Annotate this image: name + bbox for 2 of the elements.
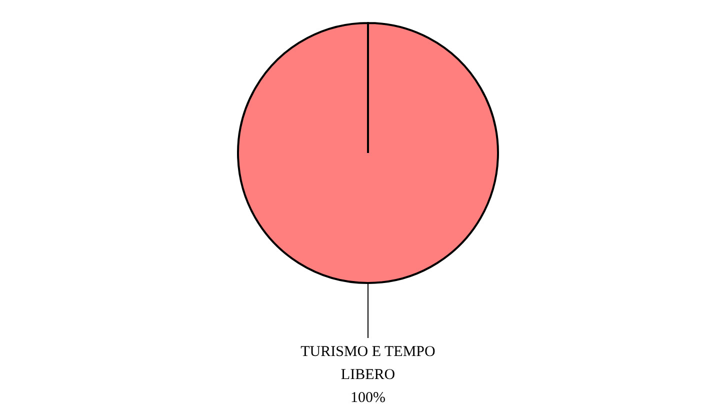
data-label: 100% <box>350 390 386 406</box>
slice-label: TURISMO E TEMPO LIBERO <box>300 344 436 383</box>
